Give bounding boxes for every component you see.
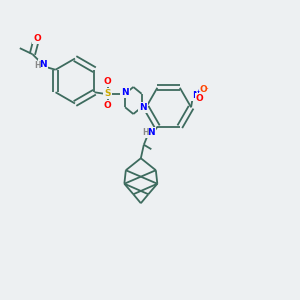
Text: N: N (39, 60, 47, 69)
Text: S: S (104, 89, 111, 98)
Text: +: + (195, 89, 200, 94)
Text: O: O (104, 101, 112, 110)
Text: O: O (104, 77, 112, 86)
Text: N: N (192, 91, 200, 100)
Text: N: N (147, 128, 154, 137)
Text: H: H (142, 128, 148, 137)
Text: H: H (34, 61, 41, 70)
Text: -: - (206, 85, 208, 91)
Text: N: N (121, 88, 129, 97)
Text: O: O (33, 34, 41, 43)
Text: O: O (200, 85, 208, 94)
Text: O: O (196, 94, 203, 103)
Text: N: N (139, 103, 147, 112)
